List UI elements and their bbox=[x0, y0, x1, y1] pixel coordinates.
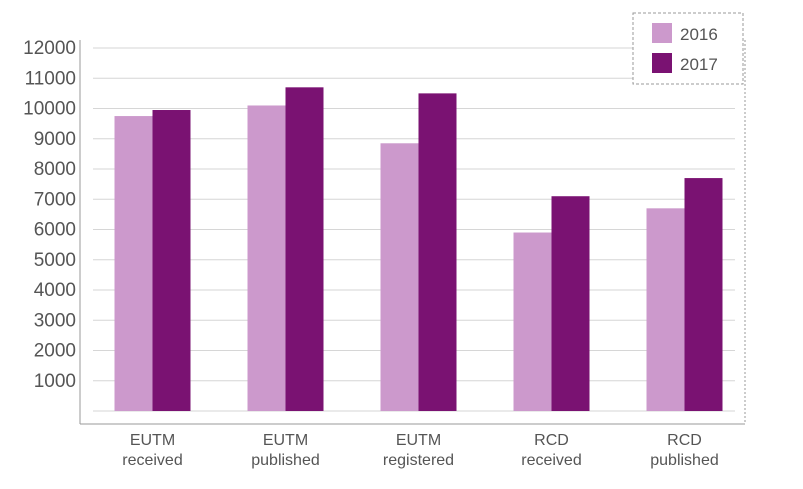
x-axis-labels: EUTM received EUTM published EUTM registered R… bbox=[122, 432, 718, 469]
x-tick-label: RCD bbox=[667, 432, 702, 449]
plot-frame bbox=[79, 40, 746, 425]
legend-label: 2017 bbox=[680, 55, 718, 74]
y-tick-label: 3000 bbox=[34, 310, 76, 331]
bars bbox=[114, 87, 723, 411]
bar-2017-0 bbox=[152, 110, 191, 411]
x-tick-label: received bbox=[122, 452, 182, 469]
x-tick-label: registered bbox=[383, 452, 454, 469]
bar-2016-1 bbox=[247, 105, 286, 411]
bar-2016-0 bbox=[114, 116, 153, 411]
y-tick-label: 7000 bbox=[34, 189, 76, 210]
bar-2017-4 bbox=[684, 178, 723, 411]
x-tick-label: EUTM bbox=[130, 432, 175, 449]
bar-2017-2 bbox=[418, 93, 457, 411]
y-tick-label: 1000 bbox=[34, 371, 76, 392]
bar-2017-3 bbox=[551, 196, 590, 411]
x-tick-label: EUTM bbox=[396, 432, 441, 449]
y-tick-label: 4000 bbox=[34, 280, 76, 301]
bar-2016-3 bbox=[513, 232, 552, 411]
y-tick-label: 5000 bbox=[34, 250, 76, 271]
y-tick-label: 11000 bbox=[25, 68, 76, 89]
bar-2016-2 bbox=[380, 143, 419, 411]
y-tick-label: 12000 bbox=[23, 38, 76, 59]
y-tick-label: 10000 bbox=[23, 99, 76, 120]
y-tick-label: 8000 bbox=[34, 159, 76, 180]
x-tick-label: published bbox=[251, 452, 320, 469]
legend-swatch bbox=[652, 53, 672, 73]
legend: 2016 2017 bbox=[632, 12, 744, 85]
x-tick-label: RCD bbox=[534, 432, 569, 449]
y-tick-label: 2000 bbox=[34, 341, 76, 362]
legend-swatch bbox=[652, 23, 672, 43]
legend-label: 2016 bbox=[680, 25, 718, 44]
legend-box bbox=[632, 12, 744, 85]
bar-2016-4 bbox=[646, 208, 685, 411]
bar-2017-1 bbox=[285, 87, 324, 411]
y-tick-label: 9000 bbox=[34, 129, 76, 150]
y-tick-label: 6000 bbox=[34, 220, 76, 241]
x-tick-label: published bbox=[650, 452, 719, 469]
y-axis-ticks: 1000 2000 3000 4000 5000 6000 7000 8000 9000 1000… bbox=[23, 38, 76, 392]
x-tick-label: EUTM bbox=[263, 432, 308, 449]
x-tick-label: received bbox=[521, 452, 581, 469]
